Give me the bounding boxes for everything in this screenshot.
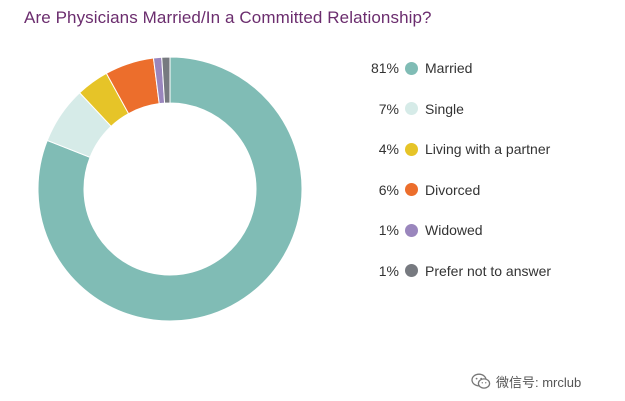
wechat-icon bbox=[471, 373, 491, 389]
legend-value: 4% bbox=[378, 141, 399, 157]
slice-married bbox=[37, 56, 303, 322]
legend-swatch bbox=[405, 264, 418, 277]
legend-label: Living with a partner bbox=[425, 141, 551, 157]
legend-value: 81% bbox=[370, 60, 399, 76]
legend-item-widowed: 1% Widowed bbox=[366, 220, 606, 240]
legend-label: Prefer not to answer bbox=[425, 262, 552, 279]
watermark: 微信号: mrclub bbox=[471, 372, 581, 391]
legend-value: 6% bbox=[378, 181, 399, 198]
legend-item-married: 81% Married bbox=[366, 58, 606, 78]
watermark-text: 微信号: mrclub bbox=[496, 375, 582, 390]
legend-swatch bbox=[405, 102, 418, 115]
chart-legend: 81% Married 7% Single 4% Living with a partne… bbox=[366, 58, 606, 301]
legend-value: 1% bbox=[378, 222, 399, 238]
legend-label: Single bbox=[425, 100, 464, 117]
legend-label: Married bbox=[425, 60, 473, 76]
legend-item-living-with-a-partner: 4% Living with a partner bbox=[366, 139, 606, 159]
chart-title: Are Physicians Married/In a Committed Re… bbox=[24, 8, 432, 27]
legend-swatch bbox=[405, 183, 418, 196]
legend-item-prefer-not-to-answer: 1% Prefer not to answer bbox=[366, 261, 606, 281]
legend-swatch bbox=[405, 61, 418, 75]
legend-label: Widowed bbox=[425, 222, 483, 238]
legend-item-single: 7% Single bbox=[366, 99, 606, 119]
legend-item-divorced: 6% Divorced bbox=[366, 180, 606, 200]
legend-value: 1% bbox=[378, 262, 399, 279]
legend-swatch bbox=[405, 142, 418, 156]
legend-swatch bbox=[405, 223, 418, 237]
legend-label: Divorced bbox=[425, 181, 481, 198]
slice-prefer-not-to-answer bbox=[161, 56, 171, 104]
legend-value: 7% bbox=[378, 100, 399, 117]
